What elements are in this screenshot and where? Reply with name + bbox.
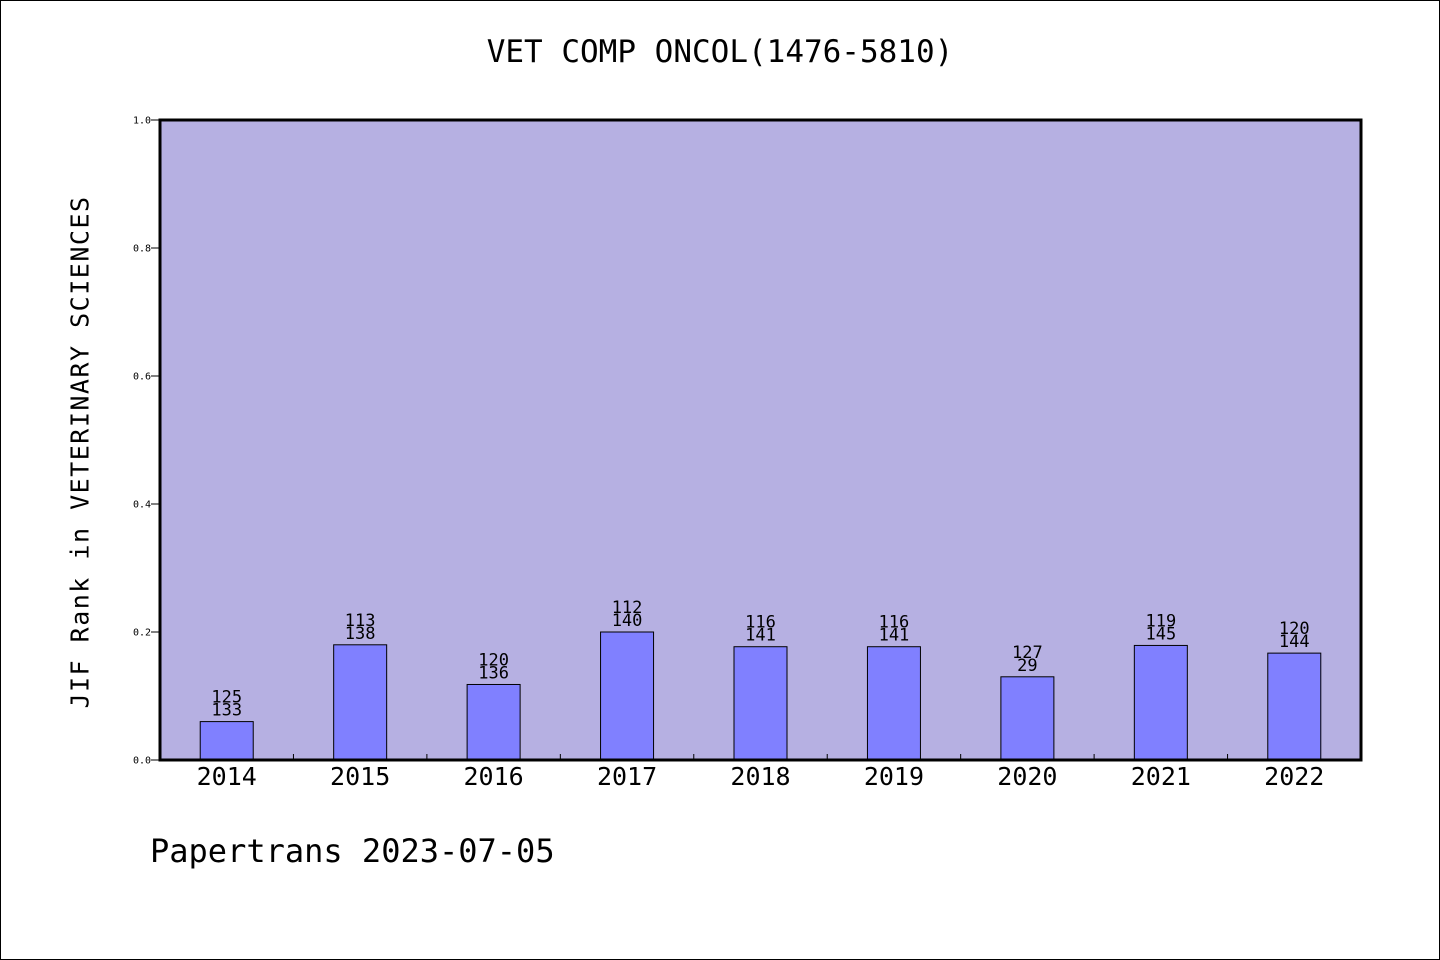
bar (733, 646, 788, 761)
bar (866, 646, 921, 761)
bar-rank-label: 125 (211, 688, 242, 708)
bar-total-label: 145 (1145, 624, 1176, 644)
bar (333, 644, 388, 761)
bar-rank-label: 127 (1012, 643, 1043, 663)
chart-title: VET COMP ONCOL(1476-5810) (486, 34, 954, 70)
bar (466, 683, 521, 761)
bar-total-label: 141 (879, 626, 910, 646)
y-tick-label: 1.0 (133, 116, 151, 127)
bar-rank-label: 116 (879, 613, 910, 633)
bar (600, 631, 655, 761)
footer-credit: Papertrans 2023-07-05 (150, 832, 555, 870)
x-tick-label: 2014 (197, 762, 257, 791)
bar-total-label: 29 (1017, 656, 1037, 676)
bar-total-label: 141 (745, 626, 776, 646)
x-tick-label: 2017 (597, 762, 657, 791)
bar-total-label: 144 (1279, 632, 1310, 652)
x-tick-label: 2019 (864, 762, 924, 791)
bar-rank-label: 113 (345, 611, 376, 631)
x-tick-label: 2016 (464, 762, 524, 791)
x-tick-label: 2015 (330, 762, 390, 791)
y-tick-label: 0.8 (133, 244, 151, 255)
y-tick-label: 0.6 (133, 372, 151, 383)
bar (199, 721, 254, 761)
bar-total-label: 140 (612, 611, 643, 631)
x-tick-label: 2021 (1131, 762, 1191, 791)
bar-rank-label: 112 (612, 598, 643, 618)
plot-border (158, 118, 1363, 762)
bar-total-label: 136 (478, 663, 509, 683)
bar-rank-label: 120 (1279, 619, 1310, 639)
bar-total-label: 133 (211, 701, 242, 721)
y-tick-label: 0.2 (133, 628, 151, 639)
bar (1000, 676, 1055, 761)
x-tick-label: 2022 (1264, 762, 1324, 791)
bar (1133, 644, 1188, 761)
y-tick-label: 0.4 (133, 500, 151, 511)
x-tick-label: 2018 (730, 762, 790, 791)
bar-rank-label: 119 (1145, 611, 1176, 631)
bar-rank-label: 120 (478, 650, 509, 670)
x-tick-label: 2020 (997, 762, 1057, 791)
y-tick-label: 0.0 (133, 756, 151, 767)
bar (1267, 652, 1322, 761)
bar-total-label: 138 (345, 624, 376, 644)
bar-rank-label: 116 (745, 613, 776, 633)
